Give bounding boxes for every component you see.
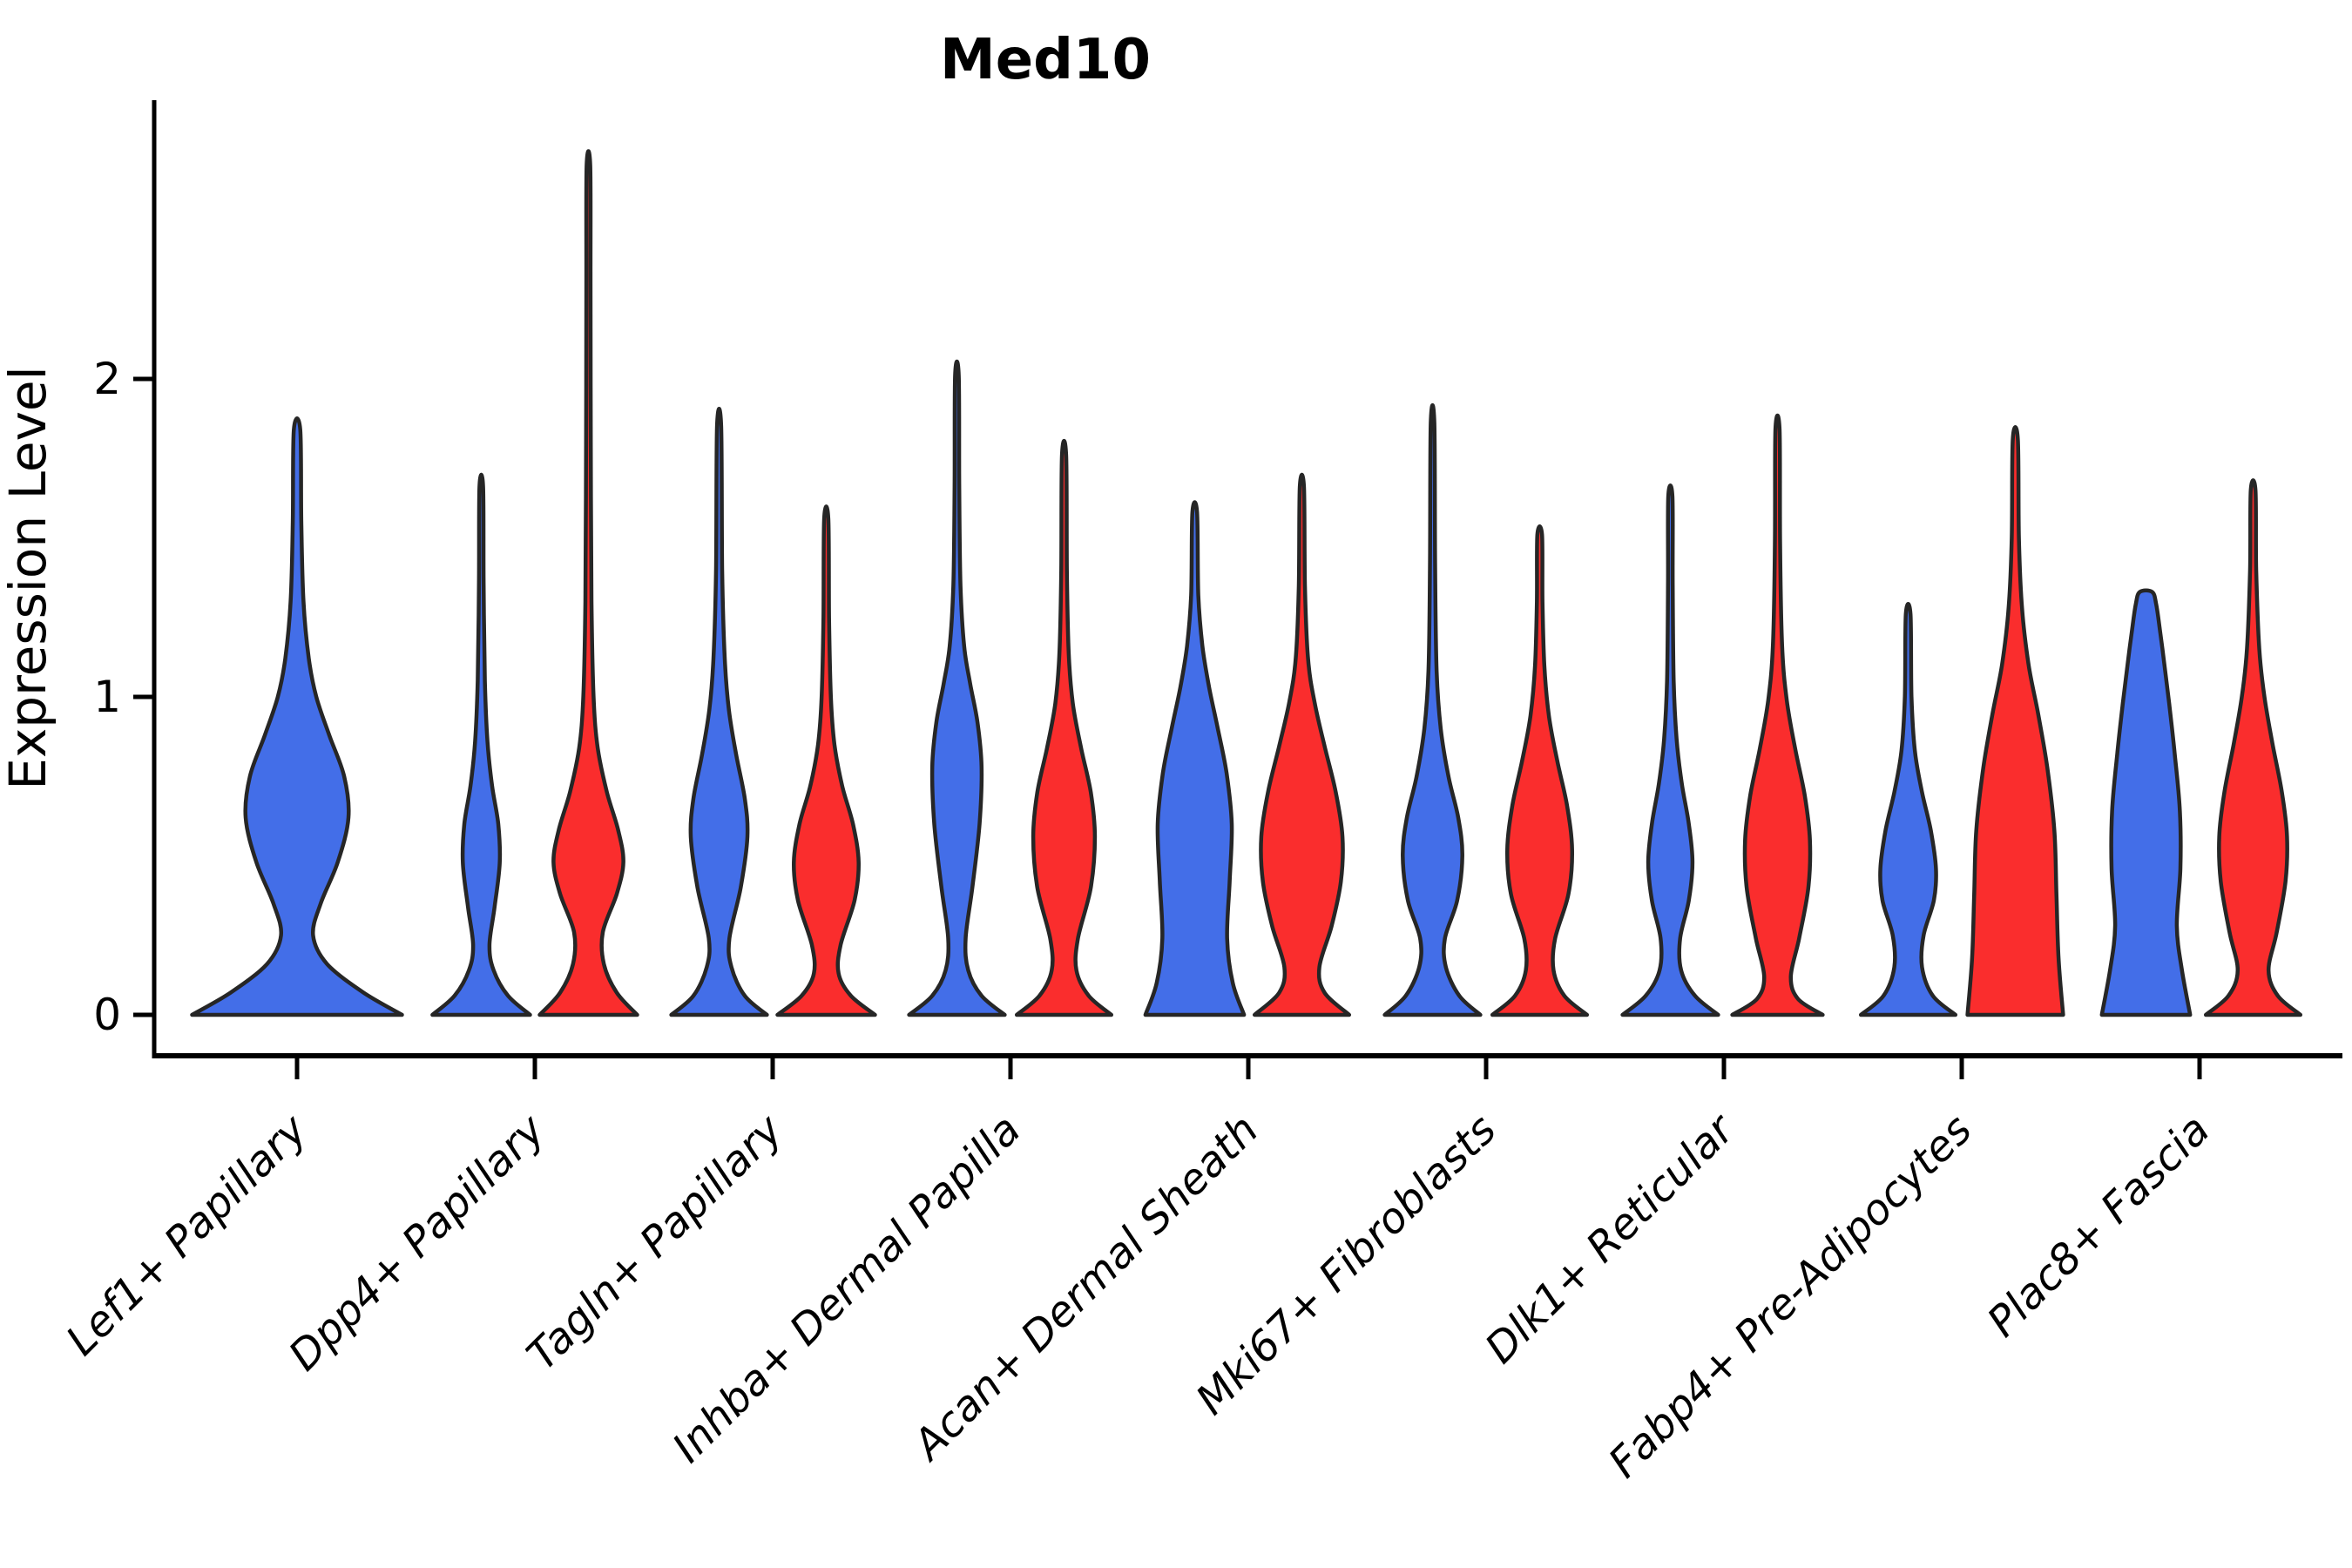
y-axis-title: Expression Level bbox=[0, 366, 57, 789]
violin-dpp4-papillary-blue bbox=[430, 472, 532, 1017]
x-tick-label-lef1-papillary: Lef1+ Papillary bbox=[57, 1105, 317, 1365]
x-tick-label-dlk1-reticular: Dlk1+ Reticular bbox=[1476, 1104, 1746, 1374]
x-tick-label-plac8-fascia: Plac8+ Fascia bbox=[1978, 1105, 2220, 1347]
violin-fabp4-pre-adipocytes-red bbox=[1965, 424, 2065, 1017]
violin-lef1-papillary-blue bbox=[190, 416, 404, 1017]
chart-title: Med10 bbox=[940, 28, 1151, 92]
y-tick-label: 2 bbox=[93, 354, 121, 404]
violin-acan-dermal-sheath-blue bbox=[1143, 500, 1247, 1017]
violin-dlk1-reticular-red bbox=[1730, 413, 1825, 1017]
violin-plac8-fascia-blue bbox=[2099, 588, 2193, 1017]
violin-plac8-fascia-red bbox=[2203, 478, 2303, 1017]
violin-tagln-papillary-blue bbox=[669, 407, 769, 1017]
y-tick-label: 1 bbox=[93, 672, 121, 722]
violin-inhba-dermal-papilla-red bbox=[1014, 438, 1114, 1017]
violin-dpp4-papillary-red bbox=[537, 149, 639, 1017]
y-tick-label: 0 bbox=[93, 990, 121, 1040]
violin-mki67-fibroblasts-blue bbox=[1382, 402, 1483, 1017]
violin-inhba-dermal-papilla-blue bbox=[907, 359, 1007, 1017]
violin-acan-dermal-sheath-red bbox=[1252, 472, 1352, 1017]
violin-tagln-papillary-red bbox=[775, 504, 877, 1017]
violin-mki67-fibroblasts-red bbox=[1490, 524, 1590, 1017]
violin-dlk1-reticular-blue bbox=[1620, 483, 1720, 1017]
violin-fabp4-pre-adipocytes-blue bbox=[1858, 602, 1958, 1017]
x-tick-label-tagln-papillary: Tagln+ Papillary bbox=[517, 1105, 793, 1380]
x-tick-label-dpp4-papillary: Dpp4+ Papillary bbox=[280, 1105, 555, 1380]
